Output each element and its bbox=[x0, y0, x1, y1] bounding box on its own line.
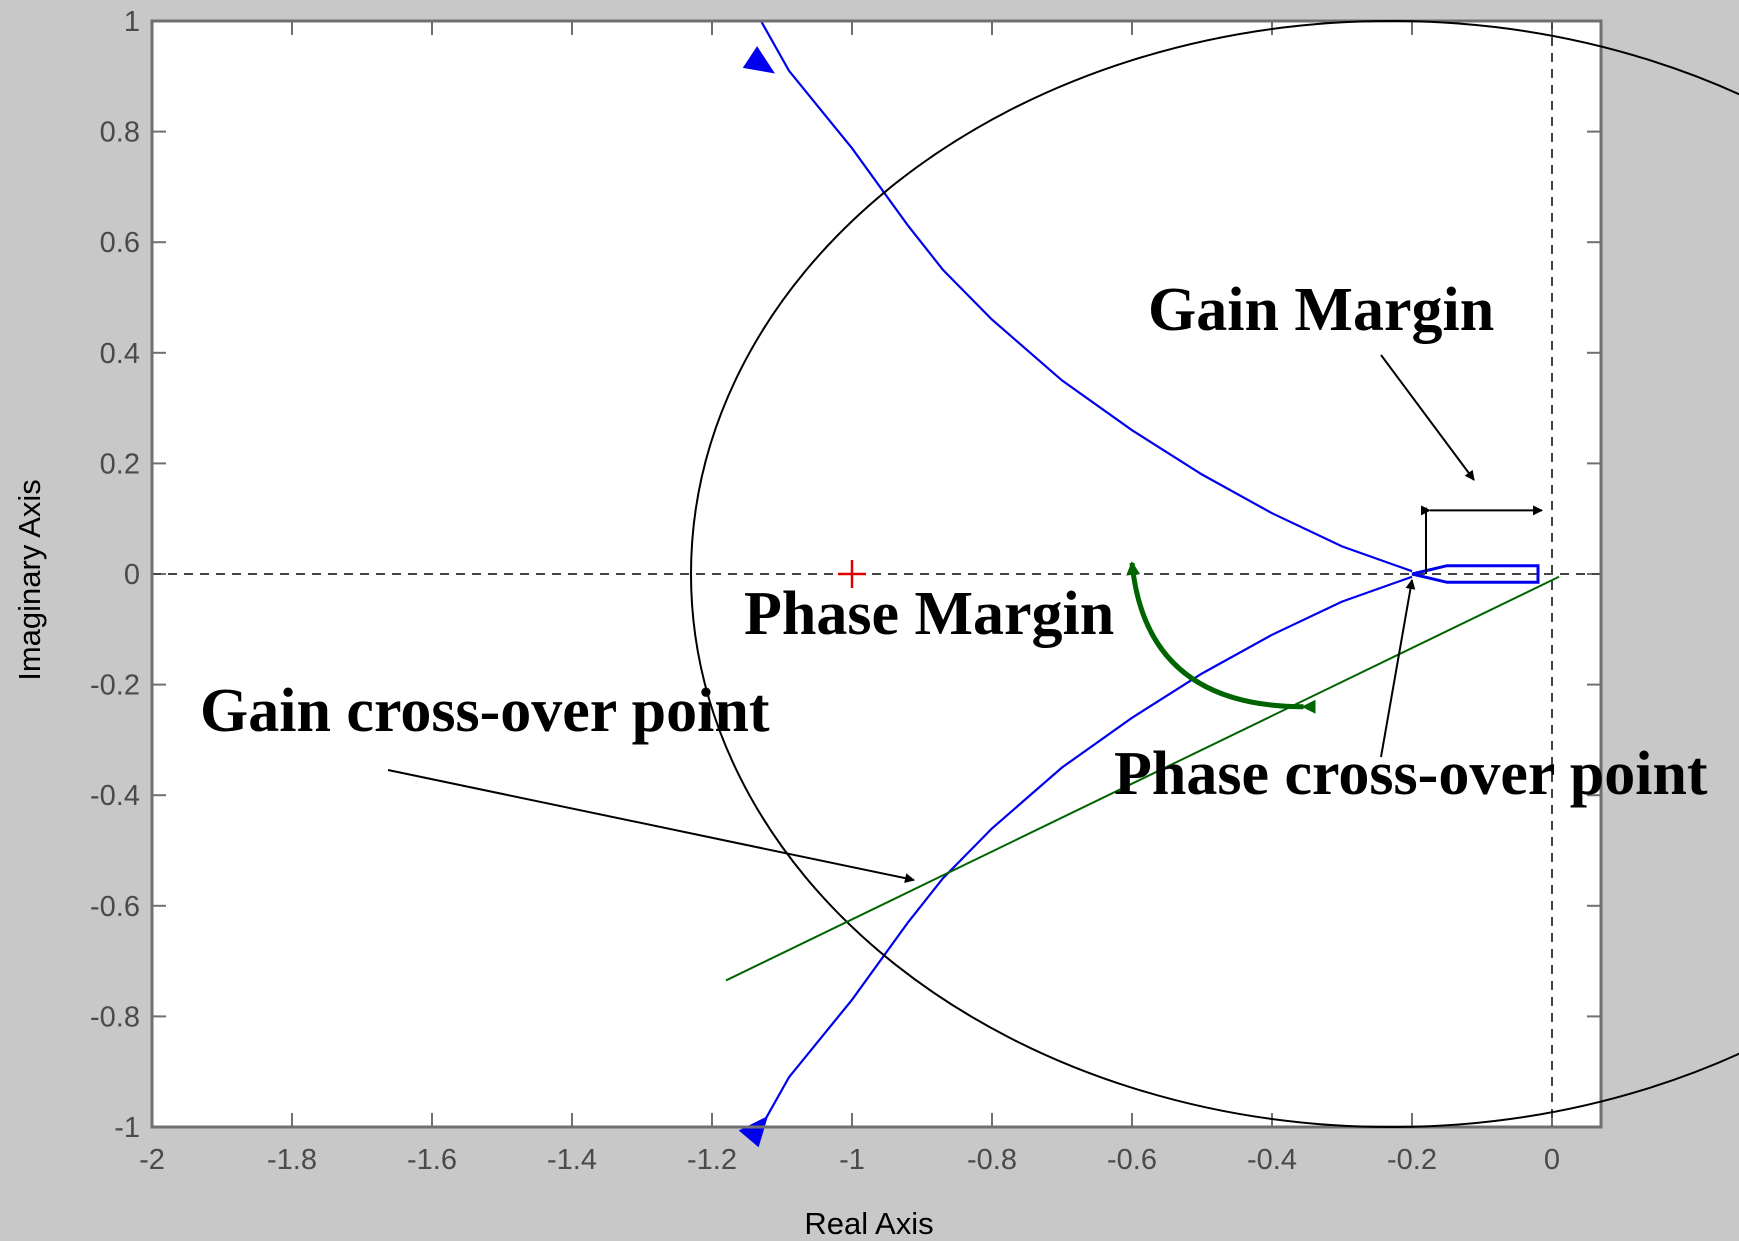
phase-crossover-label: Phase cross-over point bbox=[1114, 740, 1708, 808]
nyquist-small-loop bbox=[1411, 564, 1540, 584]
y-tick-label: -0.4 bbox=[90, 780, 140, 812]
x-tick-label: -0.8 bbox=[967, 1144, 1017, 1176]
x-tick-label: -1.8 bbox=[267, 1144, 317, 1176]
nyquist-lower-direction-arrow bbox=[738, 1115, 768, 1148]
y-tick-label: 0 bbox=[124, 559, 140, 591]
phase-crossover-pointer bbox=[1380, 579, 1416, 758]
plot-frame bbox=[150, 19, 1603, 1129]
nyquist-upper-branch bbox=[760, 20, 1413, 573]
gain-margin-pointer bbox=[1380, 354, 1475, 481]
x-tick-label: -1.2 bbox=[687, 1144, 737, 1176]
y-tick-label: 1 bbox=[124, 6, 140, 38]
y-tick-label: 0.8 bbox=[100, 117, 140, 149]
x-tick-label: -0.4 bbox=[1247, 1144, 1297, 1176]
y-tick-label: -0.6 bbox=[90, 891, 140, 923]
gain-crossover-pointer bbox=[387, 769, 915, 884]
nyquist-upper-direction-arrow bbox=[742, 46, 775, 74]
gain-crossover-label: Gain cross-over point bbox=[200, 677, 770, 745]
y-tick-label: 0.2 bbox=[100, 448, 140, 480]
x-axis-title: Real Axis bbox=[804, 1206, 933, 1241]
phase-margin-arc bbox=[1126, 560, 1316, 714]
y-tick-label: -1 bbox=[114, 1112, 140, 1144]
x-tick-label: 0 bbox=[1544, 1144, 1560, 1176]
gain-margin-label: Gain Margin bbox=[1148, 276, 1494, 344]
y-axis-title: Imaginary Axis bbox=[12, 479, 47, 681]
x-tick-label: -0.6 bbox=[1107, 1144, 1157, 1176]
y-tick-label: 0.4 bbox=[100, 338, 140, 370]
phase-margin-line bbox=[725, 575, 1560, 982]
x-tick-label: -1 bbox=[839, 1144, 865, 1176]
x-tick-label: -0.2 bbox=[1387, 1144, 1437, 1176]
y-tick-label: 0.6 bbox=[100, 227, 140, 259]
unit-circle bbox=[690, 20, 1739, 1128]
phase-margin-label: Phase Margin bbox=[744, 580, 1114, 648]
x-tick-label: -2 bbox=[139, 1144, 165, 1176]
y-tick-label: -0.8 bbox=[90, 1001, 140, 1033]
x-tick-label: -1.6 bbox=[407, 1144, 457, 1176]
x-tick-label: -1.4 bbox=[547, 1144, 597, 1176]
y-tick-label: -0.2 bbox=[90, 670, 140, 702]
